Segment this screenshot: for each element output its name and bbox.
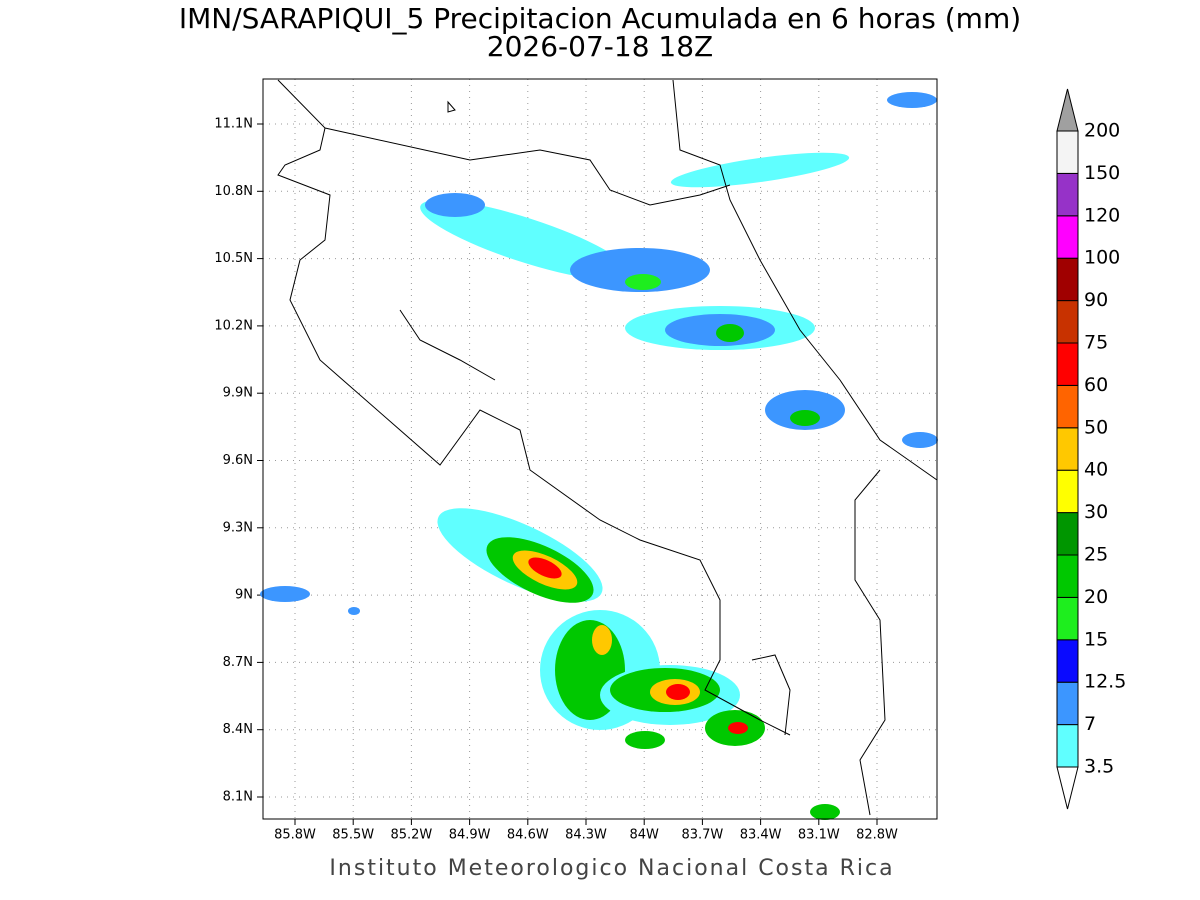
colorbar-label: 60	[1084, 374, 1108, 396]
lat-label: 8.1N	[223, 790, 253, 805]
lat-label: 11.1N	[214, 117, 253, 132]
lat-label: 8.4N	[223, 722, 253, 737]
colorbar-box	[1056, 427, 1079, 471]
colorbar-label: 7	[1084, 713, 1096, 735]
colorbar-box	[1056, 469, 1079, 514]
lon-label: 85.2W	[390, 828, 432, 843]
colorbar-label: 3.5	[1084, 756, 1114, 778]
colorbar-box	[1056, 596, 1079, 641]
colorbar-label: 15	[1084, 628, 1108, 650]
lon-label: 85.5W	[332, 828, 374, 843]
lon-label: 83.4W	[740, 828, 782, 843]
footer: Instituto Meteorologico Nacional Costa R…	[329, 856, 894, 881]
coastlines	[277, 79, 938, 816]
lon-label: 84W	[629, 828, 659, 843]
subtitle: 2026-07-18 18Z	[487, 30, 713, 63]
colorbar-label: 150	[1084, 162, 1120, 184]
lat-label: 8.7N	[223, 655, 253, 670]
lat-label: 10.8N	[214, 184, 253, 199]
colorbar-box	[1056, 215, 1079, 259]
lat-label: 9.3N	[223, 520, 253, 535]
lon-label: 83.1W	[798, 828, 840, 843]
colorbar: 3.5 7 12.5 15 20 25 30 40 50 60 75 90 100 120 150 200	[1056, 88, 1126, 810]
colorbar-label: 40	[1084, 459, 1108, 481]
lon-label: 85.8W	[274, 828, 316, 843]
grid: 11.1N 10.8N 10.5N 10.2N 9.9N 9.6N 9.3N 9N 8.7N 8.…	[214, 79, 937, 843]
title: IMN/SARAPIQUI_5 Precipitacion Acumulada …	[179, 2, 1021, 35]
colorbar-label: 200	[1084, 120, 1120, 142]
lat-label: 9.9N	[223, 386, 253, 401]
colorbar-label: 120	[1084, 204, 1120, 226]
colorbar-box	[1056, 724, 1079, 768]
colorbar-label: 25	[1084, 544, 1108, 566]
precipitation	[260, 92, 938, 820]
colorbar-label: 12.5	[1084, 671, 1126, 693]
lon-label: 84.9W	[449, 828, 491, 843]
colorbar-box	[1056, 342, 1079, 386]
colorbar-over	[1056, 88, 1079, 132]
colorbar-box	[1056, 130, 1079, 174]
lat-label: 10.5N	[214, 251, 253, 266]
colorbar-box	[1056, 384, 1079, 429]
lon-label: 83.7W	[681, 828, 723, 843]
colorbar-box	[1056, 257, 1079, 302]
colorbar-label: 75	[1084, 332, 1108, 354]
colorbar-box	[1056, 639, 1079, 683]
lat-label: 9N	[235, 588, 253, 603]
colorbar-label: 30	[1084, 501, 1108, 523]
lon-label: 84.3W	[565, 828, 607, 843]
colorbar-label: 100	[1084, 247, 1120, 269]
colorbar-box	[1056, 681, 1079, 726]
lon-label: 84.6W	[507, 828, 549, 843]
colorbar-label: 50	[1084, 416, 1108, 438]
map-frame	[262, 78, 938, 820]
colorbar-label: 90	[1084, 289, 1108, 311]
colorbar-box	[1056, 554, 1079, 598]
colorbar-box	[1056, 512, 1079, 556]
colorbar-label: 20	[1084, 586, 1108, 608]
colorbar-box	[1056, 172, 1079, 217]
lon-label: 82.8W	[856, 828, 898, 843]
colorbar-under	[1056, 766, 1079, 810]
lat-label: 10.2N	[214, 318, 253, 333]
colorbar-box	[1056, 300, 1079, 344]
lat-label: 9.6N	[223, 453, 253, 468]
